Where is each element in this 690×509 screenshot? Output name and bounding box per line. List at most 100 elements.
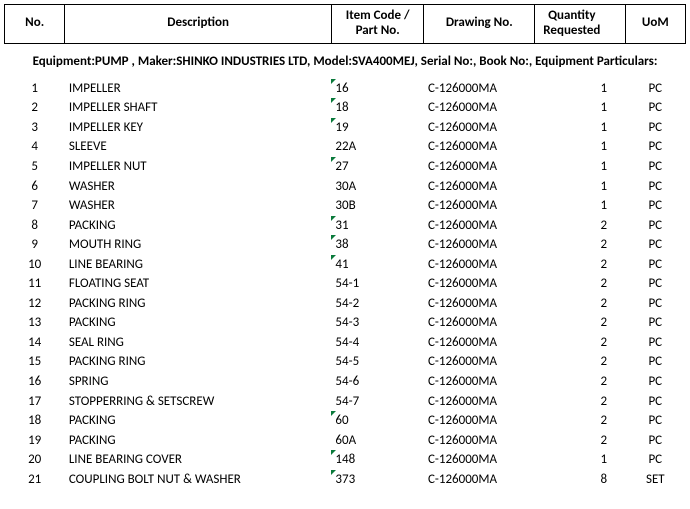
cell-draw: C-126000MA: [424, 235, 535, 255]
cell-uom: PC: [625, 333, 685, 353]
cell-item: 41: [331, 255, 424, 275]
cell-item: 18: [331, 98, 424, 118]
cell-qty: 2: [535, 411, 626, 431]
cell-draw: C-126000MA: [424, 431, 535, 451]
cell-item: 54-4: [331, 333, 424, 353]
cell-draw: C-126000MA: [424, 157, 535, 177]
header-drawing: Drawing No.: [424, 5, 535, 44]
cell-desc: PACKING: [65, 431, 332, 451]
cell-item: 30A: [331, 177, 424, 197]
cell-draw: C-126000MA: [424, 392, 535, 412]
cell-qty: 1: [535, 157, 626, 177]
cell-desc: IMPELLER NUT: [65, 157, 332, 177]
cell-item: 54-2: [331, 294, 424, 314]
equipment-info-text: Equipment:PUMP , Maker:SHINKO INDUSTRIES…: [5, 43, 686, 78]
header-qty: Quantity Requested: [535, 5, 626, 44]
cell-desc: WASHER: [65, 177, 332, 197]
cell-no: 1: [5, 79, 65, 99]
cell-no: 2: [5, 98, 65, 118]
cell-no: 8: [5, 216, 65, 236]
cell-desc: IMPELLER SHAFT: [65, 98, 332, 118]
cell-qty: 1: [535, 79, 626, 99]
cell-item: 54-1: [331, 274, 424, 294]
cell-desc: COUPLING BOLT NUT & WASHER: [65, 470, 332, 490]
cell-item: 60A: [331, 431, 424, 451]
cell-uom: PC: [625, 137, 685, 157]
cell-draw: C-126000MA: [424, 333, 535, 353]
cell-qty: 2: [535, 392, 626, 412]
cell-draw: C-126000MA: [424, 372, 535, 392]
cell-item: 22A: [331, 137, 424, 157]
cell-uom: PC: [625, 118, 685, 138]
cell-no: 10: [5, 255, 65, 275]
cell-desc: LINE BEARING COVER: [65, 450, 332, 470]
cell-qty: 1: [535, 196, 626, 216]
cell-qty: 1: [535, 137, 626, 157]
cell-desc: SLEEVE: [65, 137, 332, 157]
table-row: 14SEAL RING54-4C-126000MA2PC: [5, 333, 686, 353]
cell-no: 16: [5, 372, 65, 392]
cell-item: 27: [331, 157, 424, 177]
cell-draw: C-126000MA: [424, 411, 535, 431]
table-row: 21COUPLING BOLT NUT & WASHER373C-126000M…: [5, 470, 686, 490]
cell-draw: C-126000MA: [424, 450, 535, 470]
cell-desc: IMPELLER KEY: [65, 118, 332, 138]
cell-desc: PACKING: [65, 216, 332, 236]
parts-table: No. Description Item Code / Part No. Dra…: [4, 4, 686, 489]
cell-qty: 8: [535, 470, 626, 490]
table-row: 13PACKING54-3C-126000MA2PC: [5, 313, 686, 333]
cell-draw: C-126000MA: [424, 313, 535, 333]
cell-no: 14: [5, 333, 65, 353]
cell-desc: SPRING: [65, 372, 332, 392]
cell-item: 16: [331, 79, 424, 99]
cell-uom: PC: [625, 411, 685, 431]
cell-desc: FLOATING SEAT: [65, 274, 332, 294]
cell-uom: PC: [625, 392, 685, 412]
cell-desc: PACKING RING: [65, 294, 332, 314]
cell-desc: LINE BEARING: [65, 255, 332, 275]
cell-item: 31: [331, 216, 424, 236]
cell-qty: 1: [535, 450, 626, 470]
cell-draw: C-126000MA: [424, 137, 535, 157]
cell-uom: PC: [625, 274, 685, 294]
cell-no: 11: [5, 274, 65, 294]
cell-desc: MOUTH RING: [65, 235, 332, 255]
table-row: 12PACKING RING54-2C-126000MA2PC: [5, 294, 686, 314]
table-row: 19PACKING60AC-126000MA2PC: [5, 431, 686, 451]
cell-draw: C-126000MA: [424, 98, 535, 118]
table-row: 3IMPELLER KEY19C-126000MA1PC: [5, 118, 686, 138]
cell-item: 30B: [331, 196, 424, 216]
cell-qty: 2: [535, 313, 626, 333]
table-row: 8PACKING31C-126000MA2PC: [5, 216, 686, 236]
table-row: 16SPRING54-6C-126000MA2PC: [5, 372, 686, 392]
cell-qty: 1: [535, 118, 626, 138]
cell-draw: C-126000MA: [424, 177, 535, 197]
cell-item: 54-7: [331, 392, 424, 412]
cell-desc: STOPPERRING & SETSCREW: [65, 392, 332, 412]
cell-draw: C-126000MA: [424, 216, 535, 236]
cell-no: 4: [5, 137, 65, 157]
table-row: 7WASHER30BC-126000MA1PC: [5, 196, 686, 216]
cell-qty: 2: [535, 255, 626, 275]
cell-draw: C-126000MA: [424, 470, 535, 490]
cell-desc: PACKING: [65, 313, 332, 333]
cell-no: 9: [5, 235, 65, 255]
cell-uom: PC: [625, 196, 685, 216]
cell-item: 19: [331, 118, 424, 138]
cell-uom: PC: [625, 255, 685, 275]
cell-uom: PC: [625, 235, 685, 255]
table-row: 4SLEEVE22AC-126000MA1PC: [5, 137, 686, 157]
cell-desc: SEAL RING: [65, 333, 332, 353]
cell-item: 54-3: [331, 313, 424, 333]
cell-no: 7: [5, 196, 65, 216]
cell-item: 373: [331, 470, 424, 490]
header-uom: UoM: [625, 5, 685, 44]
cell-qty: 2: [535, 352, 626, 372]
cell-uom: PC: [625, 450, 685, 470]
cell-uom: PC: [625, 313, 685, 333]
cell-uom: PC: [625, 79, 685, 99]
table-row: 11FLOATING SEAT54-1C-126000MA2PC: [5, 274, 686, 294]
cell-uom: PC: [625, 157, 685, 177]
cell-uom: PC: [625, 294, 685, 314]
cell-qty: 2: [535, 431, 626, 451]
